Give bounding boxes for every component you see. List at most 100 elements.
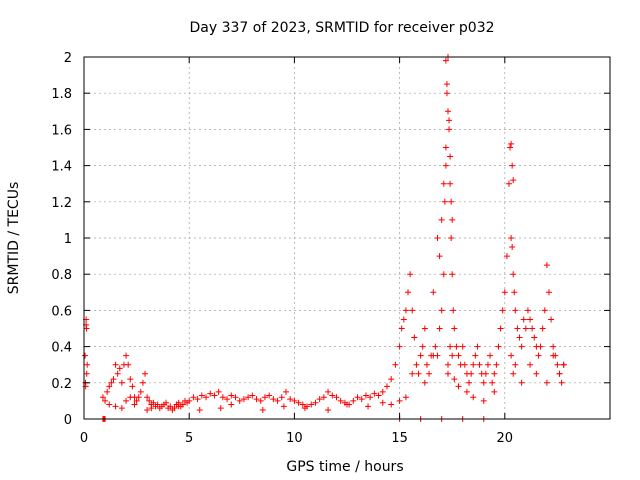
data-point [224, 396, 231, 403]
data-point [533, 370, 540, 377]
data-point [196, 406, 203, 413]
data-point [266, 392, 273, 399]
data-point [516, 334, 523, 341]
y-tick-labels: 0 0.2 0.4 0.6 0.8 1 1.2 1.4 1.6 1.8 2 [51, 51, 72, 428]
data-point [470, 361, 477, 368]
data-point [468, 370, 475, 377]
data-point [148, 405, 155, 412]
data-point [449, 271, 456, 278]
data-point [446, 126, 453, 133]
data-point [455, 383, 462, 390]
data-point [518, 343, 525, 350]
y-tick-label: 1.6 [51, 123, 72, 138]
data-point [82, 352, 89, 359]
data-point [491, 388, 498, 395]
data-point [493, 361, 500, 368]
data-point [320, 394, 327, 401]
data-point [518, 379, 525, 386]
data-point [135, 394, 142, 401]
data-point [550, 343, 557, 350]
data-point [337, 397, 344, 404]
data-point [512, 361, 519, 368]
data-point [282, 388, 289, 395]
data-point [249, 392, 256, 399]
data-point [482, 370, 489, 377]
data-point [402, 394, 409, 401]
data-point [106, 401, 113, 408]
data-point [291, 397, 298, 404]
data-point [554, 361, 561, 368]
data-point [413, 361, 420, 368]
data-point [137, 388, 144, 395]
data-point [447, 180, 454, 187]
data-point [167, 403, 174, 410]
data-point [480, 379, 487, 386]
data-point [116, 365, 123, 372]
data-point [480, 397, 487, 404]
data-point [476, 361, 483, 368]
data-point [463, 388, 470, 395]
data-point [280, 403, 287, 410]
y-tick-label: 1.2 [51, 196, 72, 211]
data-point [507, 144, 514, 151]
data-point [104, 388, 111, 395]
data-point [453, 343, 460, 350]
data-point [232, 394, 239, 401]
data-point [99, 394, 106, 401]
data-point [443, 90, 450, 97]
data-point [131, 401, 138, 408]
data-point [442, 144, 449, 151]
data-point [442, 57, 449, 64]
data-point [508, 235, 515, 241]
data-point [108, 379, 115, 386]
data-point [396, 343, 403, 350]
data-point [447, 343, 454, 350]
data-point [228, 392, 235, 399]
data-point [190, 394, 197, 401]
data-point [388, 376, 395, 383]
data-point [396, 397, 403, 404]
data-point [388, 401, 395, 408]
data-point [506, 180, 513, 187]
data-point [509, 162, 516, 169]
data-point [470, 394, 477, 401]
data-point [489, 379, 496, 386]
x-tick-label: 0 [80, 431, 88, 446]
x-tick-label: 15 [391, 431, 408, 446]
data-point [133, 397, 140, 404]
data-point [207, 390, 214, 397]
grid [84, 57, 610, 419]
data-point [295, 399, 302, 406]
data-point [405, 289, 412, 296]
data-point [455, 352, 462, 359]
x-tick-label: 5 [185, 431, 193, 446]
data-point [278, 394, 285, 401]
data-point [442, 162, 449, 169]
data-point [123, 397, 130, 404]
data-point [448, 235, 455, 241]
y-tick-label: 0 [64, 413, 72, 428]
data-point [514, 325, 521, 332]
data-point [543, 262, 550, 269]
data-point [537, 343, 544, 350]
data-point [510, 370, 517, 377]
data-point [358, 396, 365, 403]
data-point [419, 343, 426, 350]
data-point [421, 325, 428, 332]
data-point [106, 383, 113, 390]
data-point [261, 394, 268, 401]
x-axis-label: GPS time / hours [286, 459, 403, 475]
data-point [83, 370, 90, 377]
data-point [443, 81, 450, 88]
y-axis-label: SRMTID / TECUs [6, 182, 22, 295]
data-point [524, 307, 531, 314]
data-point [449, 352, 456, 359]
data-point [497, 325, 504, 332]
data-point [423, 361, 430, 368]
data-point [451, 376, 458, 383]
data-point [329, 392, 336, 399]
data-point [440, 180, 447, 187]
data-points [82, 54, 567, 422]
data-point [118, 405, 125, 412]
